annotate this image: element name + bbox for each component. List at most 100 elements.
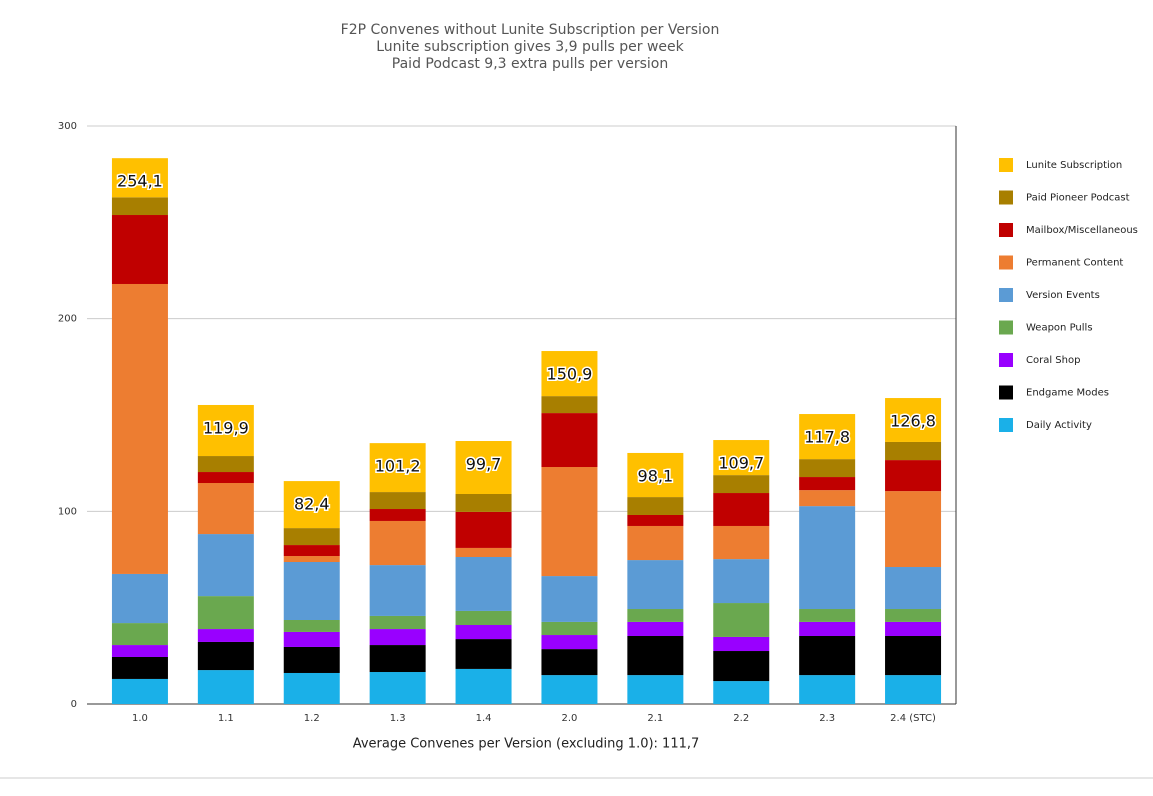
bar-segment [627, 635, 684, 676]
bar-segment [455, 668, 512, 704]
bar-segment [111, 158, 168, 198]
bar-segment [713, 525, 770, 560]
bar-segment [541, 396, 598, 414]
legend-swatch [999, 385, 1013, 400]
bar-segment [283, 672, 340, 704]
bar-segment [197, 596, 254, 630]
bar-segment [799, 477, 856, 491]
legend-swatch [999, 353, 1013, 367]
bar-segment [455, 493, 512, 512]
legend-swatch [999, 190, 1013, 205]
x-tick-label: 2.2 [733, 713, 749, 724]
x-tick-label: 1.1 [218, 713, 234, 724]
bar-segment [713, 603, 770, 637]
bar-segment [111, 645, 168, 657]
bar-segment [885, 609, 942, 622]
footer: Average Convenes per Version (excluding … [353, 737, 700, 752]
chart-title: F2P Convenes without Lunite Subscription… [341, 22, 720, 38]
x-tick-label: 1.4 [476, 713, 492, 724]
bar-segment [541, 675, 598, 704]
total-label: 150,9 [547, 365, 593, 384]
bar-segment [111, 215, 168, 284]
bar-segment [455, 556, 512, 611]
bar-segment [799, 414, 856, 460]
bar-segment [455, 441, 512, 494]
legend-label: Permanent Content [1026, 258, 1123, 269]
legend-swatch [999, 255, 1013, 270]
bar-segment [799, 506, 856, 610]
legend-label: Endgame Modes [1026, 388, 1109, 399]
total-label: 98,1 [638, 466, 674, 485]
bar-segment [197, 456, 254, 473]
legend-swatch [999, 320, 1013, 335]
bar-segment [111, 623, 168, 646]
bar-segment [455, 639, 512, 669]
total-label: 254,1 [117, 172, 163, 191]
bar-segment [197, 641, 254, 671]
bar-segment [885, 635, 942, 676]
legend-swatch [999, 288, 1013, 302]
bar-segment [369, 629, 426, 646]
bar-segment [627, 452, 684, 498]
legend-label: Coral Shop [1026, 355, 1080, 366]
bar-segment [283, 619, 340, 632]
bar-segment [799, 490, 856, 507]
bar-segment [197, 629, 254, 642]
chart-subtitle: Paid Podcast 9,3 extra pulls per version [392, 56, 668, 72]
bar-segment [369, 520, 426, 566]
bar-segment [455, 625, 512, 640]
bar-segment [713, 475, 770, 494]
legend-label: Weapon Pulls [1026, 323, 1093, 334]
bar-segment [369, 565, 426, 616]
bar-segment [283, 556, 340, 563]
bar-segment [627, 525, 684, 561]
bar-segment [885, 398, 942, 442]
y-tick-label: 200 [58, 314, 77, 325]
bar-segment [799, 635, 856, 676]
legend-swatch [999, 223, 1013, 237]
bar-segment [713, 493, 770, 526]
total-label: 101,2 [375, 457, 421, 476]
x-tick-label: 2.1 [647, 713, 663, 724]
y-tick-label: 300 [58, 121, 77, 132]
bar-segment [111, 678, 168, 704]
legend-swatch [999, 158, 1013, 172]
bar-segment [455, 511, 512, 548]
bar-segment [627, 621, 684, 636]
bar-segment [197, 534, 254, 597]
x-tick-label: 2.3 [819, 713, 835, 724]
x-tick-label: 2.0 [561, 713, 577, 724]
bar-segment [541, 635, 598, 650]
total-label: 117,8 [804, 428, 850, 447]
bar-segment [799, 621, 856, 636]
total-label: 126,8 [890, 412, 936, 431]
bar-segment [197, 670, 254, 704]
total-label: 119,9 [203, 418, 249, 437]
bar-segment [713, 636, 770, 652]
bar-segment [197, 483, 254, 535]
bar-segment [541, 413, 598, 468]
bar-segment [369, 492, 426, 510]
x-tick-label: 1.0 [132, 713, 148, 724]
bar-segment [283, 545, 340, 557]
bar-segment [885, 460, 942, 492]
bar-segment [885, 491, 942, 568]
bar-segment [627, 609, 684, 622]
total-label: 82,4 [294, 495, 330, 514]
bar-segment [885, 621, 942, 636]
bar-segment [283, 646, 340, 673]
legend-label: Mailbox/Miscellaneous [1026, 225, 1138, 236]
bar-segment [369, 509, 426, 521]
bar-segment [111, 197, 168, 216]
total-label: 109,7 [718, 454, 764, 473]
bar-segment [713, 681, 770, 704]
x-tick-label: 1.2 [304, 713, 320, 724]
bar-segment [885, 675, 942, 704]
legend-label: Version Events [1026, 290, 1100, 301]
bar-segment [111, 283, 168, 574]
bar-segment [627, 675, 684, 704]
bar-segment [713, 559, 770, 604]
bar-segment [541, 467, 598, 577]
bar-segment [541, 621, 598, 636]
